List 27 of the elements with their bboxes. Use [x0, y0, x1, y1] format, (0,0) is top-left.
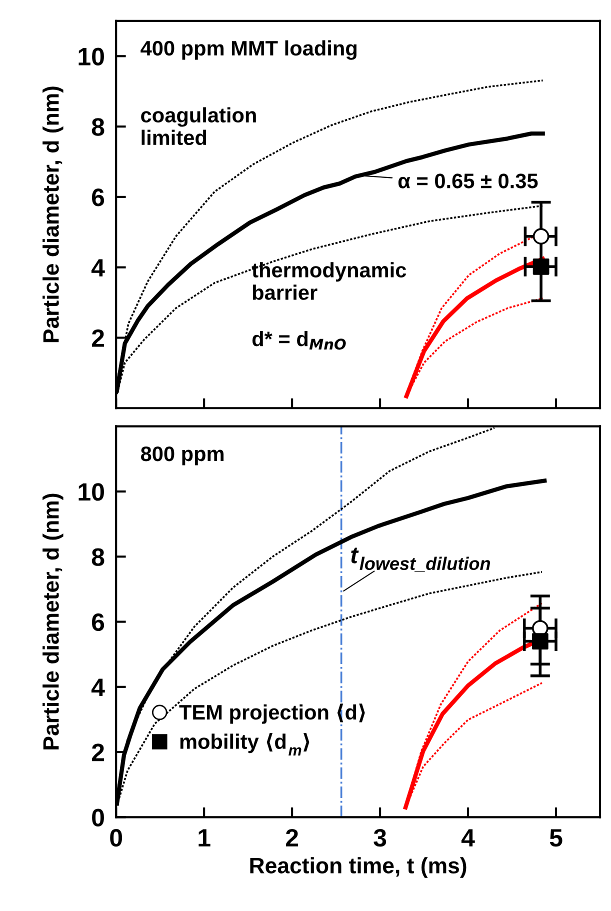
x-tick-label: 3 — [374, 828, 386, 847]
y-tick-label: 6 — [92, 613, 104, 632]
legend-label: TEM projection ⟨d⟩ — [179, 704, 365, 724]
y-tick-label: 4 — [91, 678, 105, 696]
text: 400 ppm MMT loading — [140, 40, 356, 60]
y-tick-label: 0 — [92, 808, 104, 826]
x-tick-label: 2 — [286, 828, 298, 846]
y-axis-title: Particle diameter, d (nm) — [42, 494, 64, 750]
x-tick-label: 4 — [461, 829, 475, 846]
y-tick-label: 4 — [91, 259, 105, 276]
annotation: thermodynamic barrier — [252, 262, 406, 300]
x-axis-title: Reaction time, t (ms) — [250, 857, 466, 878]
annotation: coagulation limited — [141, 107, 256, 146]
x-tick-label: 0 — [110, 828, 122, 847]
y-tick-label: 8 — [92, 118, 104, 136]
y-tick-label: 8 — [92, 548, 104, 566]
y-tick-label: 10 — [78, 483, 104, 501]
y-axis-title: Particle diameter, d (nm) — [42, 86, 64, 342]
x-tick-label: 5 — [550, 829, 562, 847]
y-tick-label: 10 — [78, 48, 104, 66]
y-tick-label: 6 — [92, 188, 104, 206]
y-tick-label: 2 — [92, 744, 104, 762]
annotation: α = 0.65 ± 0.35 — [398, 174, 538, 188]
x-tick-label: 1 — [198, 829, 210, 846]
annotation: d* = d$_{MnO}$ — [252, 330, 346, 350]
y-tick-label: 2 — [92, 329, 104, 347]
text: 800 ppm — [140, 446, 224, 466]
